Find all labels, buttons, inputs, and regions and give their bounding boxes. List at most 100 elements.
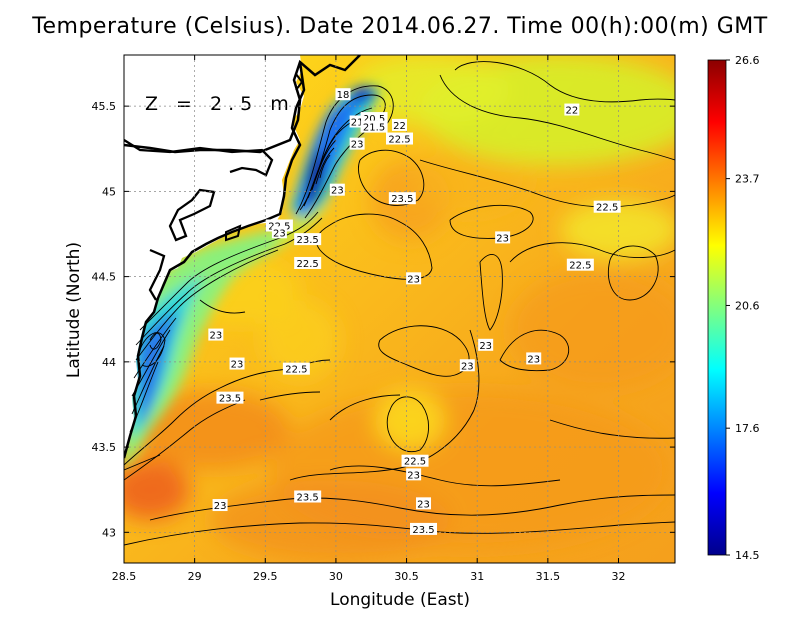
contour-label: 23.5 <box>388 192 416 205</box>
contour-label-bg <box>410 522 438 535</box>
contour-label-bg <box>388 192 416 205</box>
contour-label-text: 22.5 <box>285 365 307 376</box>
contour-label-text: 23 <box>331 186 344 197</box>
contour-label-bg <box>478 338 494 351</box>
contour-label: 23 <box>271 226 287 239</box>
contour-label-bg <box>229 357 245 370</box>
colorbar: 14.5 17.6 20.6 23.7 26.6 <box>707 54 760 562</box>
contour-label-bg <box>495 231 511 244</box>
contour-label-bg <box>401 454 429 467</box>
contour-label: 23 <box>459 359 475 372</box>
contour-label-text: 22 <box>565 106 578 117</box>
contour-label-text: 23.5 <box>219 394 241 405</box>
contour-label-bg <box>593 200 621 213</box>
contour-label-text: 23 <box>351 140 364 151</box>
contour-label-bg <box>392 118 407 131</box>
contour-label-text: 22 <box>393 121 406 132</box>
contour-label-text: 23 <box>417 499 430 510</box>
y-axis-ticks: 43 43.5 44 44.5 45 45.5 <box>92 100 675 539</box>
contour-label-text: 21.5 <box>363 123 385 134</box>
contour-label: 23 <box>495 231 511 244</box>
contour-label: 22.5 <box>282 362 310 376</box>
contour-label: 18 <box>335 88 351 101</box>
temperature-field <box>124 55 675 563</box>
contour-label-text: 23 <box>407 470 420 481</box>
contour-label-bg <box>349 137 365 150</box>
contour-label-text: 23.5 <box>297 493 319 504</box>
contour-label: 22.5 <box>401 454 429 468</box>
contour-label-text: 18 <box>337 90 350 101</box>
contour-label-bg <box>526 352 542 365</box>
contour-label-text: 20.5 <box>363 114 385 125</box>
x-tick-label: 28.5 <box>112 570 137 583</box>
contour-label-text: 22.5 <box>569 261 591 272</box>
contour-label-bg <box>329 183 345 196</box>
colorbar-tick-label: 23.7 <box>735 173 760 186</box>
contour-label-bg <box>360 120 388 133</box>
y-tick-label: 43 <box>102 526 116 539</box>
x-axis-label: Longitude (East) <box>330 590 470 610</box>
contour-label: 23.5 <box>216 391 244 405</box>
contour-label-text: 22.5 <box>596 203 618 214</box>
contour-label: 22 <box>564 103 580 117</box>
x-axis-ticks: 28.5 29 29.5 30 30.5 31 31.5 32 <box>112 55 625 583</box>
contour-label-text: 23 <box>407 274 420 285</box>
colorbar-tick-label: 20.6 <box>735 299 760 312</box>
x-tick-label: 32 <box>611 570 625 583</box>
contour-label-bg <box>294 490 322 503</box>
contour-label: 23.5 <box>294 233 322 246</box>
x-tick-label: 30 <box>329 570 343 583</box>
contour-label-text: 23 <box>209 331 222 342</box>
contour-lines <box>124 61 675 546</box>
contour-label-bg <box>335 88 351 101</box>
x-tick-label: 30.5 <box>394 570 419 583</box>
contour-label-bg <box>294 233 322 246</box>
contour-label: 21.5 <box>360 120 388 134</box>
contour-label-text: 22.5 <box>404 457 426 468</box>
y-tick-label: 44 <box>102 356 116 369</box>
contour-label-bg <box>282 362 310 375</box>
danube-delta-coast <box>124 55 361 154</box>
y-tick-label: 44.5 <box>92 271 117 284</box>
contour-label-text: 23 <box>231 360 244 371</box>
colorbar-tick-label: 17.6 <box>735 422 760 435</box>
contour-label: 23 <box>229 357 245 371</box>
contour-label-bg <box>386 132 413 145</box>
colorbar-bar <box>707 59 727 556</box>
contour-label: 23 <box>526 352 542 365</box>
contour-label-bg <box>208 328 224 341</box>
contour-label-text: 23.5 <box>412 525 434 536</box>
contour-label-bg <box>564 103 580 116</box>
plot-frame <box>123 54 676 564</box>
contour-label-bg <box>416 497 432 510</box>
contour-label: 23 <box>478 338 494 352</box>
contour-label: 23 <box>329 183 345 197</box>
grid-lines <box>123 55 675 563</box>
depth-label: Z = 2.5 m <box>145 93 295 115</box>
contour-label-text: 23 <box>496 233 509 244</box>
contour-label-text: 23 <box>461 361 474 372</box>
contour-label-text: 23 <box>527 354 540 365</box>
contour-label: 22.5 <box>566 258 594 272</box>
contour-label: 22.5 <box>294 256 322 270</box>
contour-label-text: 23 <box>273 228 286 239</box>
x-tick-label: 31.5 <box>536 570 561 583</box>
contour-label-text: 21 <box>351 117 364 128</box>
x-tick-label: 29.5 <box>253 570 278 583</box>
x-tick-label: 29 <box>188 570 202 583</box>
y-tick-label: 45.5 <box>92 100 117 113</box>
map-title: Temperature (Celsius). Date 2014.06.27. … <box>32 14 768 39</box>
contour-label: 23.5 <box>294 490 322 504</box>
contour-label-text: 23.5 <box>297 235 319 246</box>
contour-label-text: 23 <box>479 341 492 352</box>
colorbar-ticks: 14.5 17.6 20.6 23.7 26.6 <box>726 54 760 562</box>
y-tick-label: 45 <box>102 185 116 198</box>
y-tick-label: 43.5 <box>92 441 117 454</box>
contour-label: 23.5 <box>410 522 438 536</box>
x-tick-label: 31 <box>470 570 484 583</box>
contour-label-bg <box>406 272 422 285</box>
contour-label: 23 <box>406 272 422 285</box>
contour-label: 23 <box>416 497 432 510</box>
land-mass <box>124 55 304 460</box>
